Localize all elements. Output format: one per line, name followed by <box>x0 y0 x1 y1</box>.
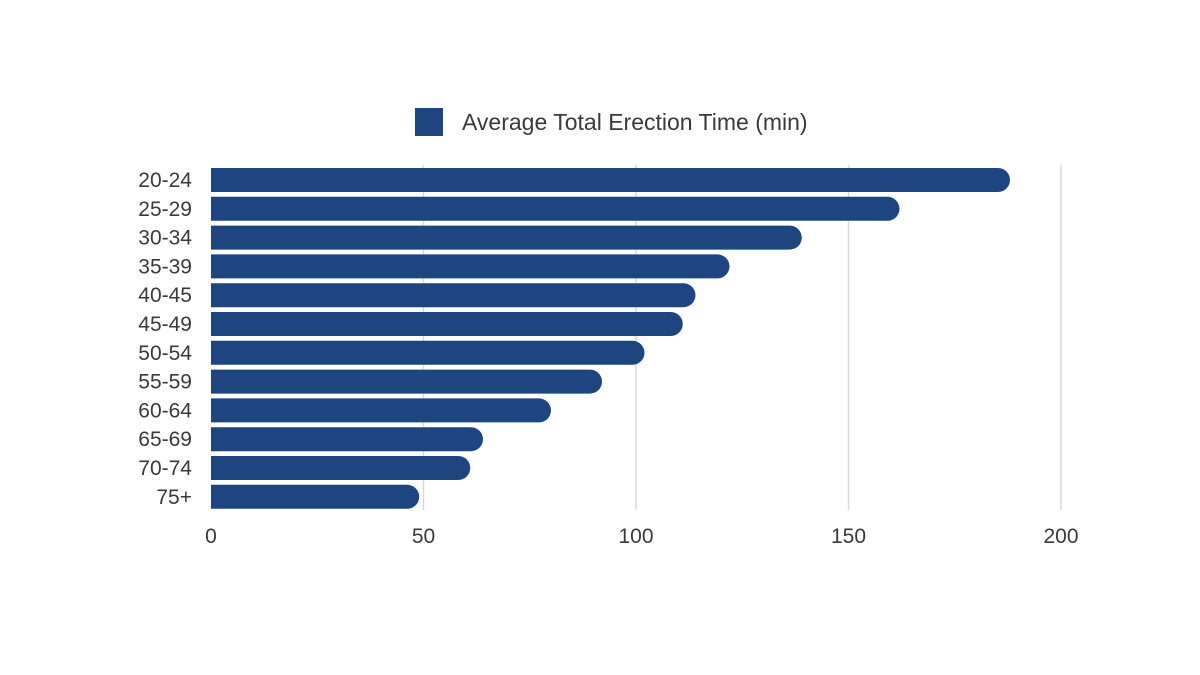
bar-45-49 <box>211 312 683 336</box>
bar-60-64 <box>211 398 551 423</box>
x-tick-label-200: 200 <box>1043 525 1078 548</box>
category-label-55-59: 55-59 <box>138 371 192 394</box>
x-axis-tick-labels: 0 50 100 150 200 <box>205 525 1078 548</box>
legend: Average Total Erection Time (min) <box>415 108 808 136</box>
category-label-50-54: 50-54 <box>138 342 192 365</box>
bar-70-74 <box>211 456 471 480</box>
category-label-70-74: 70-74 <box>138 457 192 480</box>
category-label-25-29: 25-29 <box>138 198 192 221</box>
bar-65-69 <box>211 427 483 452</box>
category-label-30-34: 30-34 <box>138 227 192 250</box>
category-label-40-45: 40-45 <box>138 284 192 307</box>
bar-25-29 <box>211 196 900 221</box>
bar-30-34 <box>211 225 802 250</box>
category-labels: 20-24 25-29 30-34 35-39 40-45 45-49 50-54 55-59… <box>138 169 192 509</box>
bar-50-54 <box>211 340 645 365</box>
legend-label: Average Total Erection Time (min) <box>462 109 808 135</box>
category-label-45-49: 45-49 <box>138 313 192 336</box>
bar-75+ <box>211 484 420 509</box>
bars <box>211 168 1010 509</box>
x-tick-label-100: 100 <box>618 525 653 548</box>
bar-55-59 <box>211 369 602 394</box>
bar-20-24 <box>211 168 1010 192</box>
bar-40-45 <box>211 283 696 308</box>
category-label-20-24: 20-24 <box>138 169 192 192</box>
category-label-65-69: 65-69 <box>138 428 192 451</box>
category-label-60-64: 60-64 <box>138 399 192 422</box>
x-tick-label-150: 150 <box>831 525 866 548</box>
category-label-75+: 75+ <box>156 486 192 509</box>
category-label-35-39: 35-39 <box>138 255 192 278</box>
legend-swatch <box>415 108 443 136</box>
bar-35-39 <box>211 254 730 279</box>
x-tick-label-50: 50 <box>412 525 435 548</box>
x-tick-label-0: 0 <box>205 525 217 548</box>
gridlines <box>422 165 1062 510</box>
